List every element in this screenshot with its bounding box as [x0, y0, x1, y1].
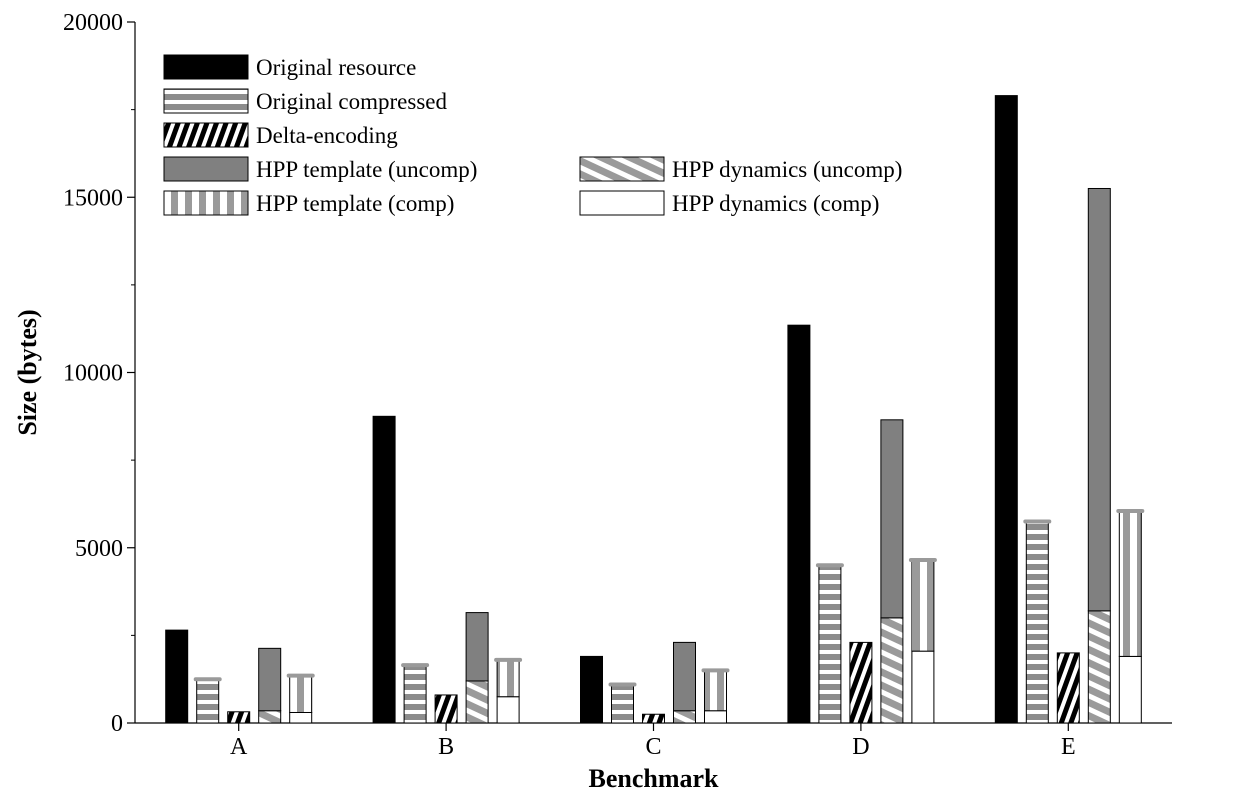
- legend-swatch: [163, 54, 249, 80]
- bar-hpp-dynamics-comp-e: [1118, 655, 1142, 724]
- bar-original-compressed-d: [818, 564, 842, 724]
- legend-swatch: [579, 156, 665, 182]
- x-tick-label: A: [230, 734, 248, 760]
- bar-cap: [286, 673, 315, 678]
- bar-cap: [1023, 519, 1052, 524]
- bar-original-compressed-c: [611, 683, 634, 724]
- bar-original-resource-b: [372, 415, 396, 724]
- legend-label: Original resource: [256, 55, 416, 80]
- legend: Original resource Original compressed Delt…: [163, 54, 902, 216]
- bar-cap: [1116, 508, 1145, 513]
- legend-swatch: [163, 190, 249, 216]
- bar-hpp-template-comp-c: [704, 669, 727, 712]
- bar-cap: [401, 663, 430, 668]
- bar-hpp-dynamics-comp-b: [496, 696, 520, 724]
- x-tick-label: B: [438, 734, 454, 760]
- y-tick-label: 15000: [63, 185, 123, 211]
- legend-label: HPP template (comp): [256, 191, 454, 216]
- bar-cap: [701, 668, 730, 673]
- bar-hpp-dynamics-uncomp-c: [673, 710, 696, 724]
- bar-hpp-template-uncomp-c: [673, 641, 696, 712]
- bar-hpp-template-comp-b: [496, 659, 520, 698]
- bar-cap: [608, 682, 637, 687]
- bar-hpp-dynamics-uncomp-a: [258, 710, 282, 724]
- bar-hpp-template-uncomp-d: [880, 419, 904, 619]
- y-tick-label: 5000: [75, 536, 123, 562]
- legend-swatch: [579, 190, 665, 216]
- legend-label: Original compressed: [256, 89, 447, 114]
- bar-delta-encoding-b: [434, 694, 458, 724]
- axes: 0 5000 10000 15000 20000 A B C D E Benchmark Size (…: [13, 10, 1172, 791]
- bar-original-resource-c: [580, 655, 603, 724]
- bar-hpp-template-comp-d: [911, 559, 935, 652]
- legend-label: HPP template (uncomp): [256, 157, 477, 182]
- bar-original-compressed-b: [403, 664, 427, 724]
- bar-delta-encoding-d: [849, 641, 873, 724]
- legend-swatch: [163, 122, 249, 148]
- bar-hpp-template-uncomp-b: [465, 612, 489, 682]
- bar-cap: [494, 657, 523, 662]
- bar-original-resource-a: [165, 629, 189, 724]
- bar-hpp-dynamics-uncomp-e: [1087, 610, 1111, 724]
- bar-original-compressed-a: [196, 678, 220, 724]
- bar-hpp-template-uncomp-a: [258, 647, 282, 712]
- legend-label: HPP dynamics (uncomp): [672, 157, 902, 182]
- bar-delta-encoding-e: [1056, 652, 1080, 724]
- bar-delta-encoding-a: [227, 711, 251, 724]
- bar-cap: [815, 563, 844, 568]
- bar-cap: [193, 677, 222, 682]
- y-tick-label: 10000: [63, 361, 123, 387]
- bar-cap: [908, 558, 937, 563]
- legend-label: Delta-encoding: [256, 123, 398, 148]
- legend-swatch: [163, 156, 249, 182]
- bar-original-compressed-e: [1025, 520, 1049, 724]
- bar-hpp-template-comp-e: [1118, 510, 1142, 657]
- bar-original-resource-d: [787, 324, 811, 724]
- x-tick-label: D: [852, 734, 869, 760]
- bar-hpp-dynamics-comp-a: [289, 711, 313, 724]
- y-axis-title: Size (bytes): [13, 309, 42, 435]
- bar-hpp-dynamics-uncomp-d: [880, 617, 904, 724]
- x-axis-title: Benchmark: [589, 764, 720, 791]
- bar-hpp-dynamics-uncomp-b: [465, 680, 489, 724]
- y-tick-label: 20000: [63, 10, 123, 36]
- bar-original-resource-e: [994, 95, 1018, 724]
- bar-hpp-template-uncomp-e: [1087, 187, 1111, 612]
- bars: [165, 95, 1145, 724]
- bar-delta-encoding-c: [642, 713, 665, 724]
- legend-label: HPP dynamics (comp): [672, 191, 879, 216]
- bar-hpp-dynamics-comp-c: [704, 710, 727, 724]
- bar-hpp-template-comp-a: [289, 675, 313, 713]
- bar-hpp-dynamics-comp-d: [911, 650, 935, 724]
- legend-swatch: [163, 88, 249, 114]
- x-tick-label: C: [645, 734, 661, 760]
- y-tick-label: 0: [111, 711, 123, 737]
- x-tick-label: E: [1061, 734, 1076, 760]
